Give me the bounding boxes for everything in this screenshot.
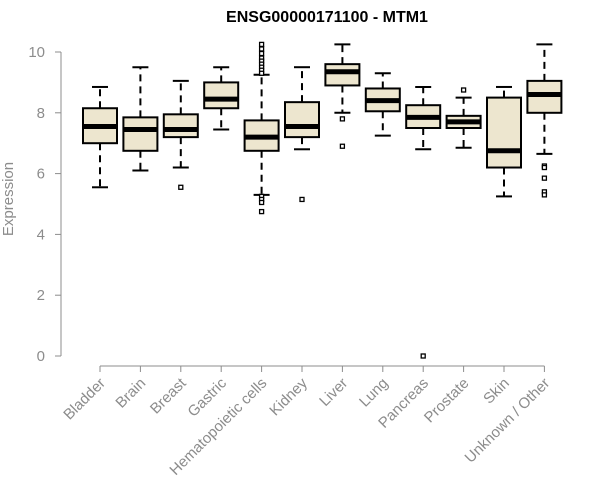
outlier-point [541,175,548,181]
outlier-point [258,199,265,206]
box-kidney [284,66,320,203]
outlier-point [258,41,265,48]
x-tick-label: Breast [147,374,190,417]
y-tick-label: 4 [37,226,45,243]
iqr-box [486,96,522,169]
outlier-point [541,192,548,198]
box-lung [364,72,401,137]
y-tick-label: 0 [37,348,45,365]
outlier-point [178,184,184,190]
iqr-box [122,116,159,152]
box-skin [486,85,522,198]
iqr-box [203,81,240,110]
iqr-box [162,113,199,139]
y-tick-label: 6 [37,166,45,183]
x-tick-label: Brain [112,375,149,412]
box-prostate [445,87,482,149]
chart-title: ENSG00000171100 - MTM1 [226,9,428,26]
x-tick-label: Skin [480,375,513,408]
x-tick-label: Kidney [266,374,311,419]
box-breast [162,79,199,190]
box-unknown-other [526,43,563,198]
y-tick-label: 10 [28,44,45,61]
y-tick-label: 2 [37,287,45,304]
outlier-point [339,143,346,149]
outlier-point [339,116,346,122]
iqr-box [284,101,320,139]
outlier-point [541,164,548,171]
box-liver [324,43,361,149]
box-brain [122,66,159,172]
outlier-point [460,87,467,93]
box-bladder [82,85,118,189]
outlier-point [258,70,265,76]
outlier-point [258,46,265,52]
box-gastric [203,66,240,131]
box-pancreas [405,85,442,359]
box-hematopoietic-cells [243,41,280,215]
y-axis-label: Expression [0,162,17,236]
x-tick-label: Lung [356,375,392,411]
y-axis: 0 2 4 6 8 10 [28,44,62,365]
outlier-point [299,196,305,203]
outlier-point [258,208,265,215]
x-tick-label: Prostate [421,375,473,427]
boxes-group [82,41,563,359]
iqr-box [324,63,361,87]
x-tick-label: Bladder [60,375,109,424]
y-tick-label: 8 [37,105,45,122]
outlier-point [258,50,265,57]
outlier-point [420,353,426,359]
x-tick-label: Liver [316,375,351,410]
